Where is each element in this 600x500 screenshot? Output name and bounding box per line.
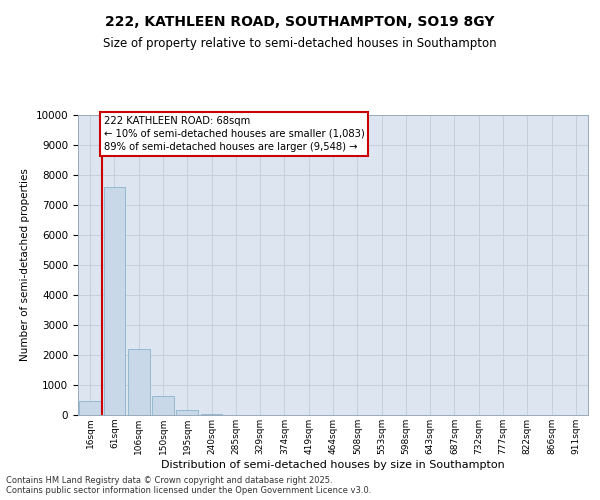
Bar: [128, 349, 149, 415]
Bar: [79, 400, 101, 415]
Y-axis label: Number of semi-detached properties: Number of semi-detached properties: [20, 168, 30, 362]
Text: 222 KATHLEEN ROAD: 68sqm
← 10% of semi-detached houses are smaller (1,083)
89% o: 222 KATHLEEN ROAD: 68sqm ← 10% of semi-d…: [104, 116, 364, 152]
X-axis label: Distribution of semi-detached houses by size in Southampton: Distribution of semi-detached houses by …: [161, 460, 505, 469]
Bar: [176, 410, 198, 415]
Text: Contains HM Land Registry data © Crown copyright and database right 2025.
Contai: Contains HM Land Registry data © Crown c…: [6, 476, 371, 495]
Text: Size of property relative to semi-detached houses in Southampton: Size of property relative to semi-detach…: [103, 38, 497, 51]
Bar: [200, 414, 223, 415]
Bar: [152, 396, 174, 415]
Bar: [104, 187, 125, 415]
Text: 222, KATHLEEN ROAD, SOUTHAMPTON, SO19 8GY: 222, KATHLEEN ROAD, SOUTHAMPTON, SO19 8G…: [105, 15, 495, 29]
